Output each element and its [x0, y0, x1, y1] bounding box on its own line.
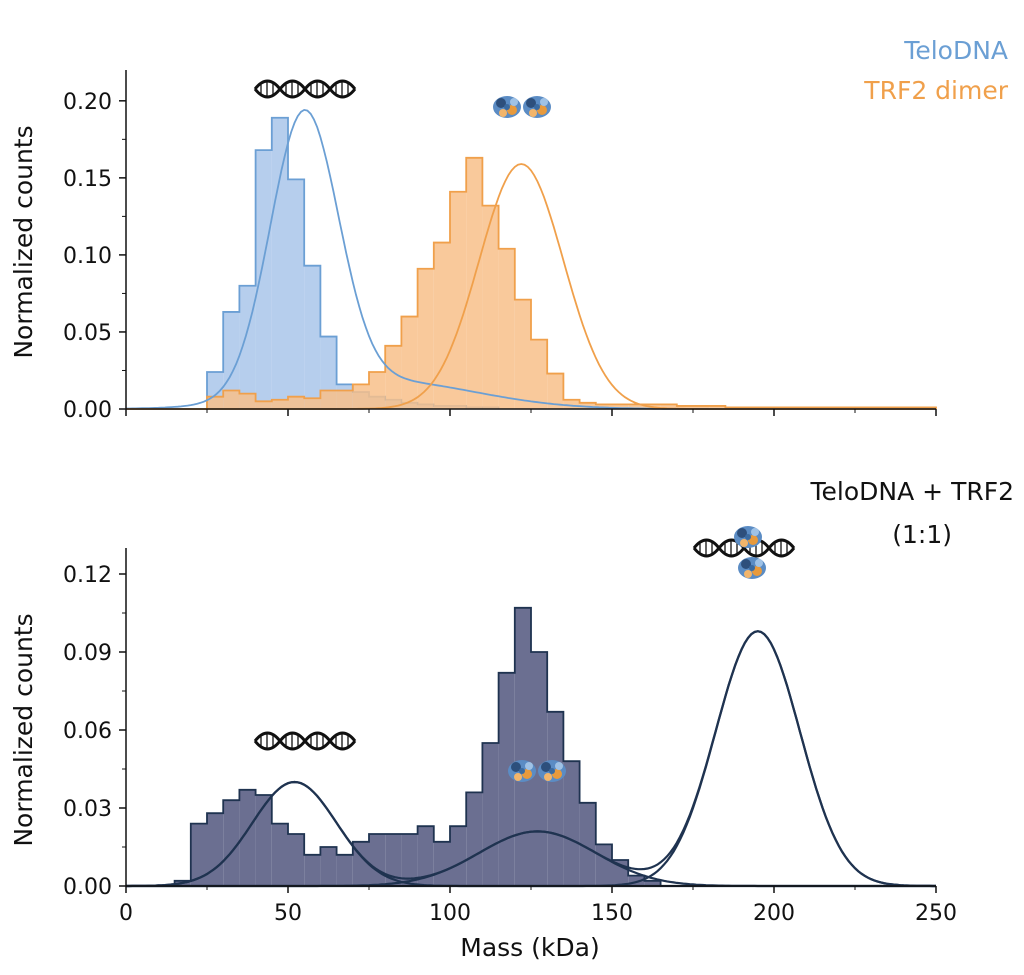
x-axis-label: Mass (kDa) [460, 933, 599, 962]
bottom-bar-1-30 [644, 880, 661, 886]
bottom-fit-curve-1-4 [126, 630, 936, 888]
bottom-bar-1-22 [514, 607, 531, 886]
bottom-bar-1-17 [433, 841, 450, 886]
top-histogram-bars [206, 116, 937, 410]
bottom-bar-1-19 [466, 792, 483, 886]
top-bar-2-31 [693, 405, 710, 409]
mixture-annotation-line-1: TeloDNA + TRF2 [810, 477, 1014, 506]
top-bar-2-12 [385, 345, 402, 409]
top-bar-2-21 [531, 339, 548, 409]
bottom-x-tick-label: 100 [429, 901, 471, 926]
top-bar-2-20 [514, 299, 531, 409]
top-y-tick-label: 0.15 [63, 167, 112, 192]
dna-trf2-complex-icon [692, 526, 796, 579]
bottom-bar-1-16 [417, 826, 434, 886]
bottom-bar-1-7 [271, 823, 288, 886]
top-bar-2-17 [466, 157, 483, 409]
bottom-bar-1-6 [255, 795, 272, 886]
top-bar-1-7 [304, 265, 321, 409]
top-bar-2-3 [239, 393, 256, 409]
top-bar-2-7 [304, 398, 321, 409]
top-bar-2-15 [433, 242, 450, 409]
top-bar-2-19 [498, 248, 515, 409]
bottom-bar-1-14 [385, 834, 402, 886]
bottom-bar-1-9 [304, 854, 321, 886]
bottom-bar-1-10 [320, 847, 337, 886]
top-bar-2-23 [563, 399, 580, 409]
top-bar-2-22 [547, 373, 564, 409]
top-bar-2-6 [288, 396, 305, 409]
bottom-y-axis-label: Normalized counts [9, 613, 38, 846]
bottom-bar-1-24 [547, 711, 564, 886]
bottom-bar-1-27 [595, 844, 612, 886]
legend-entry-telodna: TeloDNA [903, 36, 1008, 65]
top-bar-2-14 [417, 268, 434, 409]
top-bar-1-5 [271, 117, 288, 409]
bottom-bar-1-15 [401, 834, 418, 886]
dna-helix-icon [253, 79, 357, 99]
bottom-x-tick-label: 0 [119, 901, 133, 926]
top-bar-2-10 [352, 384, 369, 409]
top-bar-2-2 [223, 390, 240, 409]
top-bar-1-2 [223, 311, 240, 409]
top-axes: 0.00 0.05 0.10 0.15 0.20 [63, 70, 937, 423]
top-bar-1-6 [288, 179, 305, 409]
bottom-axes: 0.00 0.03 0.06 0.09 0.12 0 50 100 150 200 250 [63, 548, 957, 926]
bottom-bar-1-13 [369, 834, 386, 886]
top-bar-2-18 [482, 205, 499, 409]
bottom-bar-1-11 [336, 854, 353, 886]
bottom-bar-1-20 [482, 743, 499, 886]
bottom-y-tick-label: 0.03 [63, 797, 112, 822]
top-panel: 0.00 0.05 0.10 0.15 0.20 Normalized counts T… [9, 36, 1009, 423]
bottom-x-tick-label: 250 [915, 901, 957, 926]
bottom-bar-1-25 [563, 761, 580, 886]
top-bar-2-13 [401, 316, 418, 409]
top-bar-2-26 [612, 404, 629, 409]
bottom-y-tick-label: 0.06 [63, 719, 112, 744]
trf2-dimer-icon [493, 96, 551, 118]
bottom-x-tick-label: 150 [591, 901, 633, 926]
top-bar-2-16 [450, 191, 467, 409]
top-bar-2-5 [271, 399, 288, 409]
top-y-tick-label: 0.05 [63, 321, 112, 346]
top-bar-2-11 [369, 372, 386, 409]
top-y-axis-label: Normalized counts [9, 125, 38, 358]
top-bar-1-4 [255, 150, 272, 410]
bottom-panel: 0.00 0.03 0.06 0.09 0.12 0 50 100 150 200 250 Norm… [9, 477, 1014, 962]
top-bar-2-30 [676, 405, 693, 409]
top-bar-2-1 [207, 396, 224, 409]
top-bar-2-9 [336, 390, 353, 409]
top-bar-2-32 [709, 405, 726, 409]
bottom-bar-1-21 [498, 672, 515, 886]
bottom-histogram-bars [173, 606, 662, 886]
top-y-tick-label: 0.10 [63, 244, 112, 269]
mixture-annotation-line-2: (1:1) [892, 520, 952, 549]
bottom-x-tick-label: 50 [274, 901, 302, 926]
bottom-histogram-outline-1 [173, 606, 662, 886]
dna-helix-icon [253, 731, 357, 751]
bottom-bar-1-2 [190, 823, 207, 886]
bottom-y-tick-label: 0.12 [63, 563, 112, 588]
bottom-bar-1-8 [288, 834, 305, 886]
bottom-bar-1-3 [207, 813, 224, 886]
top-histogram-outline-2 [206, 156, 937, 409]
bottom-bar-1-4 [223, 800, 240, 886]
bottom-y-tick-label: 0.00 [63, 875, 112, 900]
bottom-y-tick-label: 0.09 [63, 641, 112, 666]
bottom-bar-1-26 [579, 802, 596, 886]
top-y-tick-label: 0.00 [63, 398, 112, 423]
bottom-bar-1-5 [239, 789, 256, 886]
bottom-x-tick-label: 200 [753, 901, 795, 926]
bottom-bar-1-18 [450, 826, 467, 886]
legend-entry-trf2-dimer: TRF2 dimer [863, 76, 1008, 105]
bottom-bar-1-29 [628, 875, 645, 886]
top-bar-2-29 [660, 404, 677, 409]
top-bar-2-27 [628, 404, 645, 409]
top-bar-2-4 [255, 401, 272, 409]
top-y-tick-label: 0.20 [63, 90, 112, 115]
top-bar-2-8 [320, 390, 337, 409]
